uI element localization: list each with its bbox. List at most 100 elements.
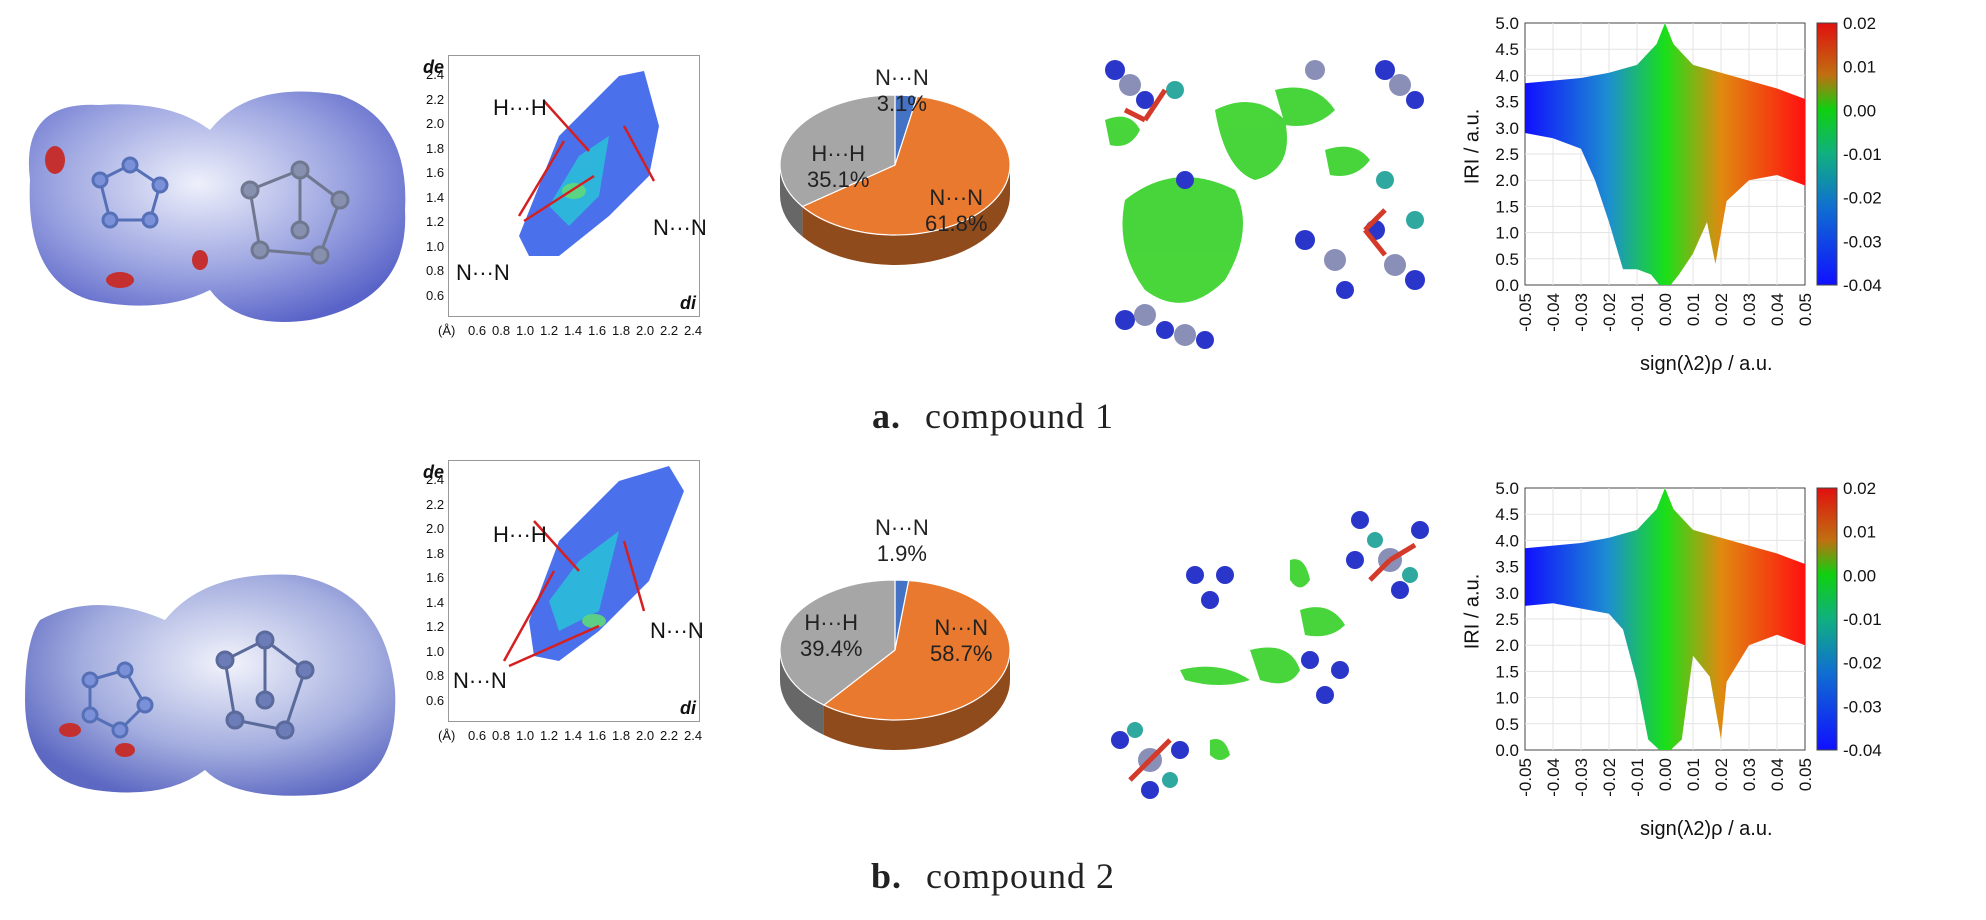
fingerprint-xtick: 1.2 [540, 323, 559, 338]
iri-ytick: 0.0 [1495, 741, 1519, 760]
iri-xtick: -0.03 [1572, 758, 1591, 797]
fingerprint-annotation-nn-left: N···N [456, 260, 510, 285]
pie-slice [801, 95, 1011, 236]
annotation-arrow [543, 100, 590, 152]
fingerprint-ytick: 2.0 [426, 521, 445, 536]
iri-isosurface-image [1100, 500, 1460, 800]
annotation-arrow [523, 174, 595, 223]
iri-xtick: 0.04 [1768, 293, 1787, 326]
caption-letter: a. [872, 396, 901, 436]
colorbar-tick: -0.01 [1843, 145, 1882, 164]
pie-slice [779, 94, 896, 208]
fingerprint-ytick: 1.2 [426, 214, 445, 229]
row-compound-2: de di (Å) 2.4 2.2 2.0 1.8 1.6 1.4 1.2 1.0 0.8 0.6… [0, 460, 1986, 920]
fingerprint-ytick: 2.4 [426, 67, 445, 82]
pie-slice-name: N···N [875, 65, 929, 90]
iri-ylabel: IRI / a.u. [1461, 108, 1484, 185]
iri-xtick: 0.00 [1656, 293, 1675, 326]
iri-xtick: -0.02 [1600, 293, 1619, 332]
iri-xtick: -0.04 [1544, 758, 1563, 797]
fingerprint-ytick: 1.4 [426, 189, 445, 205]
iri-ytick: 5.0 [1495, 480, 1519, 498]
pie-slice-name: H···H [804, 610, 859, 635]
fingerprint-annotation-nn-right: N···N [653, 215, 707, 240]
iri-ylabel: IRI / a.u. [1461, 573, 1484, 650]
colorbar-tick: -0.04 [1843, 741, 1882, 760]
fingerprint-xlabel: di [680, 698, 696, 718]
fingerprint-plot: de di (Å) 2.4 2.2 2.0 1.8 1.6 1.4 1.2 1.0 0.8 0.6… [418, 55, 718, 345]
iri-xlabel: sign(λ2)ρ / a.u. [1640, 818, 1773, 840]
iri-xtick: 0.02 [1712, 758, 1731, 791]
colorbar-tick: -0.02 [1843, 189, 1882, 208]
pie-chart-compound-1: N···N 3.1% H···H 35.1% N···N 61.8% [745, 55, 1065, 335]
pie-slice-value: 61.8% [925, 211, 988, 236]
fingerprint-ytick: 0.6 [426, 692, 445, 708]
iri-xtick: -0.05 [1516, 293, 1535, 332]
fingerprint-ylabel: de [423, 462, 445, 482]
iri-ytick: 3.0 [1495, 584, 1519, 603]
iri-ytick: 4.0 [1495, 66, 1519, 85]
annotation-arrow [502, 570, 556, 662]
pie-slice-side [823, 650, 1010, 750]
iri-xtick: 0.01 [1684, 293, 1703, 326]
fingerprint-xtick: 1.8 [612, 728, 631, 743]
pie-label-nn-large: N···N 61.8% [925, 185, 987, 237]
pie-svg [779, 579, 1011, 750]
iri-xtick: -0.04 [1544, 293, 1563, 332]
iri-xtick: 0.01 [1684, 758, 1703, 791]
annotation-arrow [517, 140, 566, 217]
fingerprint-unit: (Å) [438, 323, 456, 338]
iri-ytick: 0.5 [1495, 250, 1519, 269]
pie-svg [779, 94, 1011, 265]
fingerprint-ytick: 0.8 [426, 668, 445, 683]
pie-slice-name: N···N [934, 615, 989, 640]
annotation-arrow [622, 540, 646, 612]
iri-ytick: 1.0 [1495, 689, 1519, 708]
iri-xtick: -0.02 [1600, 758, 1619, 797]
pie-slice-side [780, 650, 824, 736]
fingerprint-xtick: 0.8 [492, 728, 511, 743]
fingerprint-xtick: 1.4 [564, 728, 583, 743]
iri-scatter-cloud [1525, 23, 1805, 285]
fingerprint-ytick: 0.8 [426, 263, 445, 278]
iri-xtick: 0.03 [1740, 758, 1759, 791]
fingerprint-xtick: 0.8 [492, 323, 511, 338]
iri-ytick: 3.5 [1495, 558, 1519, 577]
pie-label-hh: H···H 35.1% [807, 141, 869, 193]
iri-ytick: 1.0 [1495, 224, 1519, 243]
colorbar [1816, 22, 1838, 286]
fingerprint-xtick: 1.6 [588, 323, 607, 338]
fingerprint-ytick: 0.6 [426, 287, 445, 303]
colorbar-tick: -0.03 [1843, 697, 1882, 716]
fingerprint-xtick: 0.6 [468, 323, 487, 338]
iri-ytick: 2.5 [1495, 610, 1519, 629]
pie-slice-side [780, 165, 803, 237]
iri-xtick: 0.04 [1768, 758, 1787, 791]
pie-slice-value: 35.1% [807, 167, 870, 192]
pie-slice-name: H···H [811, 141, 866, 166]
annotation-arrow [533, 520, 580, 572]
iri-xtick: 0.05 [1796, 293, 1815, 326]
iri-scatter-plot: 5.0 4.5 4.0 3.5 3.0 2.5 2.0 1.5 1.0 0.5 0.0 -0.05 -0… [1455, 480, 1986, 860]
hirshfeld-surface-image [15, 560, 425, 810]
colorbar-tick: -0.01 [1843, 610, 1882, 629]
iri-ytick: 5.0 [1495, 15, 1519, 33]
caption-text: compound 2 [926, 856, 1115, 896]
caption-compound-2: b. compound 2 [0, 855, 1986, 897]
iri-ytick: 2.0 [1495, 636, 1519, 655]
fingerprint-xtick: 1.6 [588, 728, 607, 743]
fingerprint-xtick: 2.0 [636, 728, 655, 743]
iri-svg: 5.0 4.5 4.0 3.5 3.0 2.5 2.0 1.5 1.0 0.5 0.0-0.05 -0… [1495, 480, 1882, 797]
fingerprint-ytick: 1.6 [426, 570, 445, 585]
fingerprint-ylabel: de [423, 57, 445, 77]
iri-xtick: 0.05 [1796, 758, 1815, 791]
fingerprint-ytick: 1.8 [426, 140, 445, 156]
iri-ytick: 1.5 [1495, 197, 1519, 216]
annotation-arrow [508, 624, 600, 668]
fingerprint-ytick: 2.4 [426, 472, 445, 487]
iri-xtick: 0.00 [1656, 758, 1675, 791]
colorbar-tick: 0.02 [1843, 480, 1876, 498]
iri-xlabel: sign(λ2)ρ / a.u. [1640, 353, 1773, 375]
colorbar-tick: 0.00 [1843, 101, 1876, 120]
fingerprint-xtick: 2.2 [660, 728, 679, 743]
